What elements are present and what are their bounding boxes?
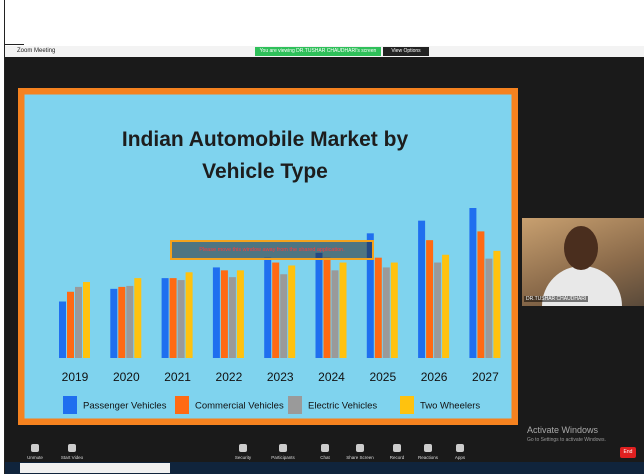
bar <box>332 270 339 358</box>
legend-label: Two Wheelers <box>420 401 480 412</box>
toolbar-icon[interactable] <box>456 444 464 452</box>
bar <box>264 258 271 358</box>
bar <box>493 251 500 358</box>
window-title: Zoom Meeting <box>17 48 55 54</box>
chart-title: Indian Automobile Market by Vehicle Type <box>120 124 410 188</box>
video-tile[interactable]: DR.TUSHAR CHAUDHARI <box>522 218 644 306</box>
notice: Please move this window away from the sh… <box>170 240 374 260</box>
legend-label: Commercial Vehicles <box>195 401 284 412</box>
bar <box>178 280 185 358</box>
bar <box>391 263 398 358</box>
toolbar-icon[interactable] <box>31 444 39 452</box>
bar <box>442 255 449 358</box>
toolbar-label[interactable]: Apps <box>455 455 465 460</box>
legend-label: Passenger Vehicles <box>83 401 167 412</box>
x-tick-label: 2023 <box>267 370 294 384</box>
bar <box>186 272 193 358</box>
bar <box>383 267 390 358</box>
page: Zoom Meeting You are viewing DR.TUSHAR C… <box>0 0 644 474</box>
watermark-title: Activate Windows <box>527 425 598 435</box>
legend-swatch <box>175 396 189 414</box>
legend-swatch <box>63 396 77 414</box>
x-tick-label: 2019 <box>62 370 89 384</box>
toolbar-label[interactable]: Chat <box>320 455 330 460</box>
bar <box>59 302 66 358</box>
x-tick-label: 2025 <box>369 370 396 384</box>
frame-line <box>4 44 24 45</box>
bar <box>221 270 228 358</box>
legend-swatch <box>288 396 302 414</box>
participant-name: DR.TUSHAR CHAUDHARI <box>524 296 588 302</box>
toolbar-label[interactable]: Start Video <box>61 455 83 460</box>
toolbar-icon[interactable] <box>68 444 76 452</box>
x-tick-label: 2020 <box>113 370 140 384</box>
title-bar: Zoom Meeting You are viewing DR.TUSHAR C… <box>5 46 644 57</box>
toolbar-label[interactable]: Reactions <box>418 455 438 460</box>
toolbar-icon[interactable] <box>424 444 432 452</box>
x-tick-label: 2024 <box>318 370 345 384</box>
bar <box>213 267 220 358</box>
bar <box>83 282 90 358</box>
bar <box>280 274 287 358</box>
bar <box>237 270 244 358</box>
x-tick-label: 2026 <box>421 370 448 384</box>
bar <box>118 287 125 358</box>
bar <box>485 259 492 358</box>
bar <box>340 263 347 358</box>
toolbar-icon[interactable] <box>239 444 247 452</box>
bar <box>75 287 82 358</box>
bar <box>477 231 484 358</box>
bar <box>67 292 74 358</box>
toolbar-label[interactable]: Unmute <box>27 455 43 460</box>
bar <box>162 278 169 358</box>
toolbar-label[interactable]: Share Screen <box>346 455 374 460</box>
x-tick-label: 2027 <box>472 370 499 384</box>
toolbar-icon[interactable] <box>356 444 364 452</box>
bar <box>316 253 323 358</box>
toolbar-label[interactable]: Record <box>390 455 405 460</box>
bar <box>110 289 117 358</box>
legend-swatch <box>400 396 414 414</box>
bar <box>134 278 141 358</box>
x-tick-label: 2022 <box>216 370 243 384</box>
toolbar-label[interactable]: Security <box>235 455 251 460</box>
bar <box>426 240 433 358</box>
x-tick-label: 2021 <box>164 370 191 384</box>
toolbar-icon[interactable] <box>321 444 329 452</box>
toolbar-icon[interactable] <box>279 444 287 452</box>
bar <box>126 286 133 358</box>
bar <box>170 278 177 358</box>
view-options[interactable]: View Options <box>383 47 429 56</box>
bar <box>418 221 425 358</box>
person <box>564 226 598 270</box>
toolbar: Unmute Start Video Security Participants Cha… <box>5 442 644 462</box>
bar <box>469 208 476 358</box>
bar <box>288 265 295 358</box>
bar <box>272 263 279 358</box>
toolbar-label[interactable]: Participants <box>271 455 295 460</box>
search-box[interactable] <box>20 463 170 473</box>
toolbar-icon[interactable] <box>393 444 401 452</box>
bar <box>324 258 331 358</box>
bar <box>434 263 441 358</box>
end-button[interactable]: End <box>620 447 636 458</box>
bar <box>375 258 382 358</box>
share-banner: You are viewing DR.TUSHAR CHAUDHARI's sc… <box>255 47 381 56</box>
legend-label: Electric Vehicles <box>308 401 377 412</box>
bar <box>229 277 236 358</box>
